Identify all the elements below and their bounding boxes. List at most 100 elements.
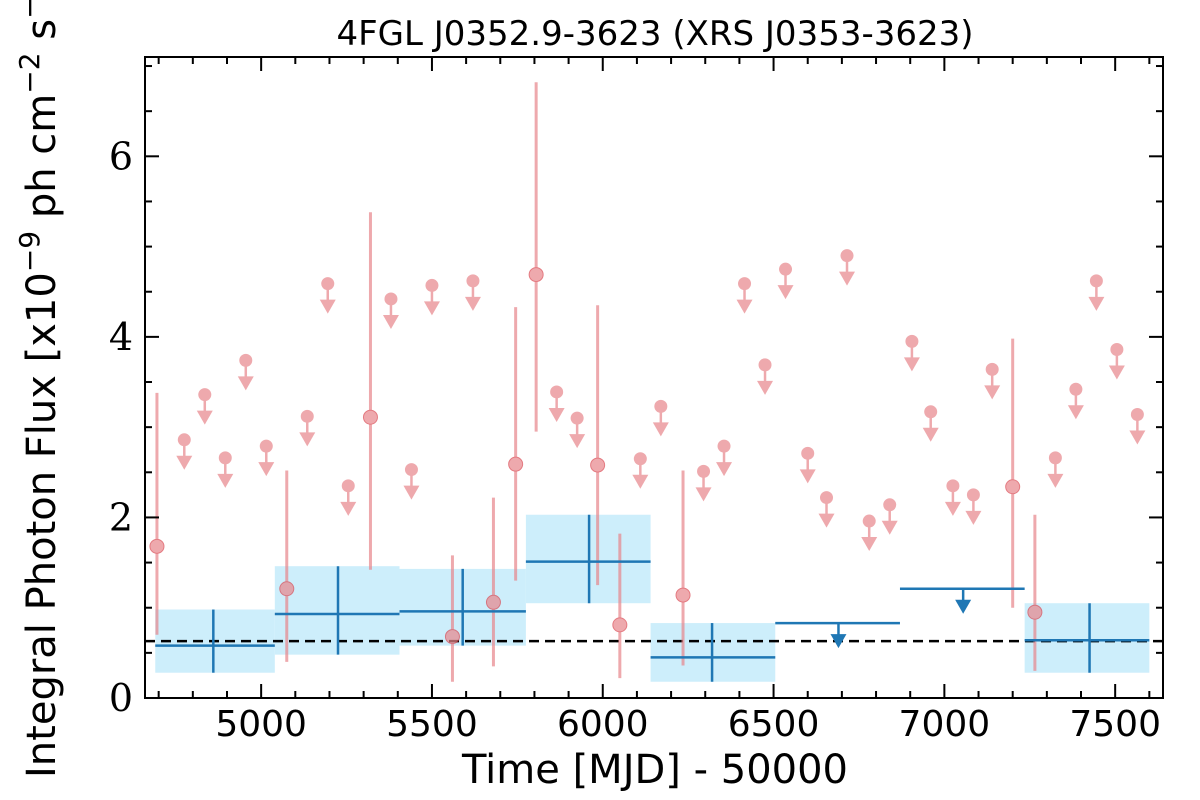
- short-bin-point-3: [444, 555, 460, 682]
- upper-limit-marker: [717, 439, 731, 453]
- upper-limit-marker: [758, 358, 772, 372]
- short-bin-upper-limit-21: [799, 446, 816, 484]
- upper-limit-arrow: [839, 271, 856, 286]
- short-bin-point-0: [149, 392, 165, 635]
- short-bin-upper-limit-4: [258, 439, 275, 477]
- long-limit-arrow: [955, 599, 972, 614]
- y-tick-label-0: 0: [109, 676, 133, 720]
- short-bin-marker: [1005, 479, 1021, 495]
- short-bin-upper-limit-16: [695, 464, 712, 502]
- upper-limit-marker: [1069, 382, 1083, 396]
- short-bin-point-11: [1027, 514, 1043, 671]
- short-bin-marker: [279, 581, 295, 597]
- y-tick-label-3: 6: [109, 134, 133, 178]
- upper-limit-arrow: [757, 380, 774, 395]
- upper-limit-arrow: [903, 357, 920, 372]
- short-bin-upper-limit-13: [569, 411, 586, 449]
- upper-limit-marker: [1130, 408, 1144, 422]
- upper-limit-marker: [862, 514, 876, 528]
- upper-limit-arrow: [403, 485, 420, 500]
- short-bin-upper-limit-11: [464, 274, 481, 311]
- short-bin-marker: [590, 457, 606, 473]
- short-bin-marker: [1027, 604, 1043, 620]
- short-bin-upper-limit-10: [423, 278, 440, 316]
- upper-limit-arrow: [464, 296, 481, 311]
- x-axis-label: Time [MJD] - 50000: [461, 747, 848, 793]
- short-bin-upper-limit-31: [1047, 451, 1064, 488]
- upper-limit-marker: [697, 464, 711, 478]
- chart-title: 4FGL J0352.9-3623 (XRS J0353-3623): [336, 14, 973, 54]
- short-bin-upper-limit-33: [1088, 274, 1105, 311]
- upper-limit-arrow: [695, 487, 712, 502]
- short-bin-upper-limit-9: [403, 463, 420, 500]
- upper-limit-arrow: [965, 510, 982, 525]
- upper-limit-arrow: [196, 410, 213, 425]
- upper-limit-arrow: [1067, 405, 1084, 420]
- upper-limit-marker: [883, 498, 897, 512]
- upper-limit-arrow: [777, 285, 794, 300]
- long-bin-point-4: [650, 623, 776, 682]
- short-bin-upper-limit-18: [736, 277, 753, 314]
- upper-limit-arrow: [652, 422, 669, 437]
- long-limit-arrow: [830, 634, 847, 649]
- long-bin-point-0: [155, 609, 275, 673]
- short-bin-upper-limit-2: [217, 451, 234, 488]
- upper-limit-marker: [321, 277, 335, 291]
- upper-limit-marker: [177, 433, 191, 447]
- upper-limit-marker: [570, 411, 584, 425]
- upper-limit-arrow: [818, 513, 835, 528]
- y-tick-label-2: 4: [109, 315, 133, 359]
- upper-limit-marker: [404, 463, 418, 477]
- short-bin-point-2: [362, 212, 378, 570]
- short-bin-marker: [508, 456, 524, 472]
- short-bin-point-4: [485, 497, 501, 667]
- upper-limit-arrow: [984, 385, 1001, 400]
- upper-limit-arrow: [861, 537, 878, 552]
- upper-limit-arrow: [922, 427, 939, 442]
- short-bin-upper-limit-1: [196, 388, 213, 425]
- short-bin-point-10: [1005, 338, 1021, 608]
- upper-limit-arrow: [299, 432, 316, 447]
- upper-limit-arrow: [799, 469, 816, 484]
- short-bin-upper-limit-34: [1108, 343, 1125, 380]
- upper-limit-marker: [1048, 451, 1062, 465]
- upper-limit-marker: [905, 334, 919, 348]
- short-bin-upper-limit-26: [903, 334, 920, 372]
- upper-limit-marker: [1110, 343, 1124, 357]
- upper-limit-arrow: [944, 501, 961, 516]
- short-bin-marker: [362, 409, 378, 425]
- upper-limit-arrow: [176, 455, 193, 470]
- upper-limit-marker: [654, 399, 668, 413]
- short-bin-upper-limit-30: [984, 362, 1001, 400]
- short-bin-upper-limit-29: [965, 488, 982, 525]
- upper-limit-marker: [820, 491, 834, 505]
- y-tick-label-1: 2: [109, 495, 133, 539]
- long-bin-point-1: [274, 566, 400, 655]
- plot-frame: [144, 56, 1164, 699]
- short-bin-marker: [149, 538, 165, 554]
- short-bin-upper-limit-17: [716, 439, 733, 477]
- upper-limit-marker: [738, 277, 752, 291]
- upper-limit-marker: [1089, 274, 1103, 288]
- short-bin-point-9: [675, 470, 691, 666]
- upper-limit-marker: [341, 479, 355, 493]
- upper-limit-marker: [550, 385, 564, 399]
- upper-limit-arrow: [548, 407, 565, 422]
- upper-limit-marker: [801, 446, 815, 460]
- upper-limit-arrow: [716, 462, 733, 477]
- upper-limit-arrow: [423, 301, 440, 316]
- upper-limit-arrow: [1047, 473, 1064, 488]
- short-bin-upper-limit-32: [1067, 382, 1084, 420]
- short-bin-upper-limit-35: [1129, 408, 1146, 445]
- upper-limit-arrow: [881, 520, 898, 535]
- short-bin-upper-limit-19: [757, 358, 774, 395]
- upper-limit-arrow: [632, 474, 649, 489]
- upper-limit-arrow: [1129, 430, 1146, 445]
- short-bin-upper-limit-6: [319, 277, 336, 314]
- short-bin-point-8: [612, 533, 628, 679]
- upper-limit-marker: [259, 439, 273, 453]
- short-bin-upper-limit-27: [922, 405, 939, 442]
- upper-limit-marker: [966, 488, 980, 502]
- upper-limit-marker: [425, 278, 439, 292]
